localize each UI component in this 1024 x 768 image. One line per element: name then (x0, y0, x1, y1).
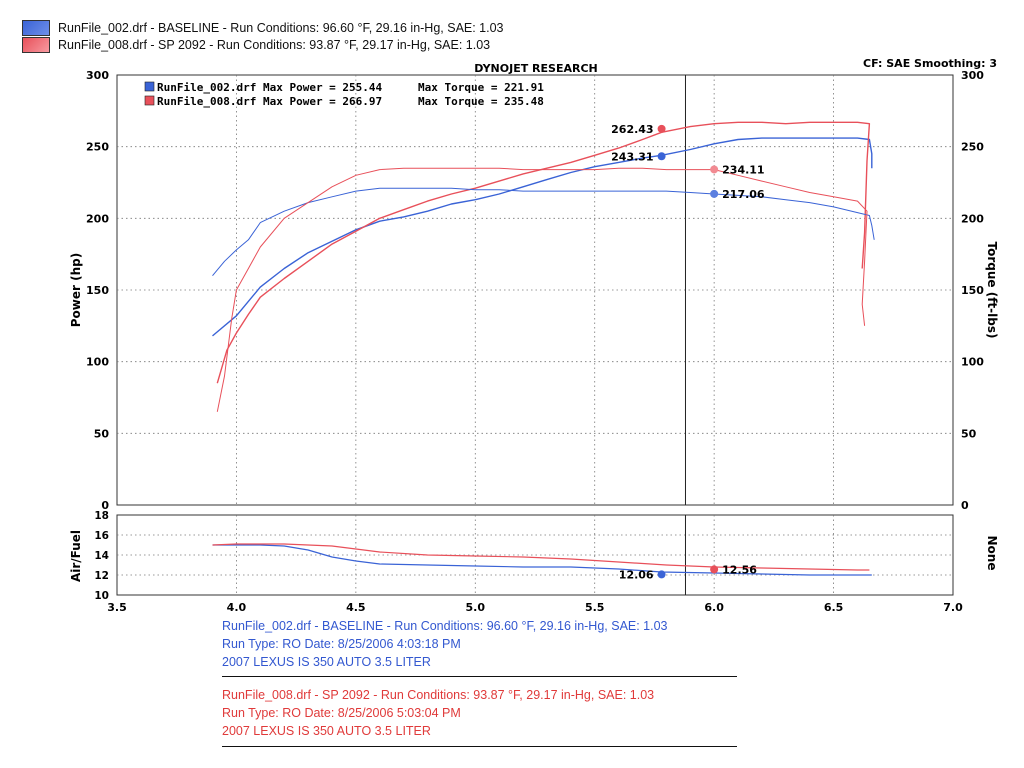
power-series-2-line (212, 187, 875, 277)
power-marker-0 (657, 124, 666, 133)
power-marker-label-0: 262.43 (611, 123, 653, 136)
y-axis-title-airfuel: Air/Fuel (69, 530, 83, 582)
airfuel-series-1-line (212, 543, 870, 571)
power-y2-tick-label: 0 (961, 499, 969, 512)
power-marker-3 (710, 189, 719, 198)
power-y-tick-label: 0 (101, 499, 109, 512)
airfuel-y-tick-label: 12 (94, 570, 109, 582)
airfuel-y-tick-label: 10 (94, 590, 109, 602)
footer-sp2092-line1: RunFile_008.drf - SP 2092 - Run Conditio… (222, 688, 655, 702)
x-tick-label: 3.5 (107, 601, 127, 614)
power-marker-label-1: 243.31 (611, 150, 653, 163)
power-y2-tick-label: 100 (961, 356, 984, 369)
power-y-tick-label: 250 (86, 141, 109, 154)
power-marker-label-3: 217.06 (722, 188, 765, 201)
power-y2-tick-label: 250 (961, 141, 984, 154)
x-tick-label: 6.5 (824, 601, 844, 614)
power-marker-1 (657, 152, 666, 161)
x-tick-label: 5.0 (466, 601, 486, 614)
x-tick-label: 7.0 (943, 601, 963, 614)
series-layer (212, 75, 875, 595)
footer-divider-2 (222, 746, 737, 747)
power-y-tick-label: 200 (86, 212, 109, 225)
airfuel-marker-label-1: 12.56 (722, 563, 757, 576)
cf-smoothing-label: CF: SAE Smoothing: 3 (863, 57, 997, 70)
marker-layer: 262.43 243.31 234.11 217.06 12.06 12.56 (611, 123, 765, 582)
legend-swatch-blue (22, 20, 50, 36)
power-y2-tick-label: 300 (961, 69, 984, 82)
power-series-3-line (216, 167, 868, 412)
max-power-sp2092: RunFile_008.drf Max Power = 266.97 (157, 95, 382, 108)
x-tick-label: 4.0 (227, 601, 247, 614)
power-series-1-line (216, 121, 871, 384)
power-y-tick-label: 150 (86, 284, 109, 297)
max-torque-baseline: Max Torque = 221.91 (418, 81, 544, 94)
chart-title: DYNOJET RESEARCH (474, 62, 597, 75)
footer-sp2092-line2: Run Type: RO Date: 8/25/2006 5:03:04 PM (222, 706, 461, 720)
power-y-tick-label: 300 (86, 69, 109, 82)
max-info-swatch-red (144, 95, 155, 106)
y2-axis-title-none: None (985, 536, 999, 571)
y2-axis-title-torque: Torque (ft-lbs) (985, 242, 999, 339)
airfuel-y-tick-label: 14 (94, 550, 109, 562)
power-panel-frame (116, 74, 954, 506)
legend-item-sp2092: RunFile_008.drf - SP 2092 - Run Conditio… (22, 37, 490, 53)
power-y-tick-label: 50 (94, 427, 110, 440)
power-y2-tick-label: 150 (961, 284, 984, 297)
x-tick-label: 4.5 (346, 601, 366, 614)
footer-baseline-line1: RunFile_002.drf - BASELINE - Run Conditi… (222, 619, 668, 633)
footer-divider-1 (222, 676, 737, 677)
legend-text-baseline: RunFile_002.drf - BASELINE - Run Conditi… (58, 21, 504, 35)
power-series-0-line (212, 137, 873, 337)
x-tick-label: 6.0 (704, 601, 724, 614)
airfuel-y-tick-label: 16 (94, 530, 109, 542)
max-torque-sp2092: Max Torque = 235.48 (418, 95, 544, 108)
power-y-tick-label: 100 (86, 356, 109, 369)
footer-run-sp2092: RunFile_008.drf - SP 2092 - Run Conditio… (222, 686, 654, 740)
footer-run-baseline: RunFile_002.drf - BASELINE - Run Conditi… (222, 617, 668, 671)
power-marker-label-2: 234.11 (722, 163, 764, 176)
airfuel-series-0-line (212, 544, 872, 576)
airfuel-marker-0 (657, 570, 666, 579)
tick-layer: 0 0 50 50 100 100 150 150 200 200 250 250 300 300 10 12… (86, 69, 984, 614)
footer-baseline-line2: Run Type: RO Date: 8/25/2006 4:03:18 PM (222, 637, 461, 651)
power-y2-tick-label: 50 (961, 427, 977, 440)
max-power-baseline: RunFile_002.drf Max Power = 255.44 (157, 81, 383, 94)
legend-item-baseline: RunFile_002.drf - BASELINE - Run Conditi… (22, 20, 504, 36)
x-tick-label: 5.5 (585, 601, 605, 614)
y-axis-title-power: Power (hp) (69, 253, 83, 327)
airfuel-panel-frame (116, 514, 954, 596)
airfuel-y-tick-label: 18 (94, 510, 109, 522)
footer-sp2092-line3: 2007 LEXUS IS 350 AUTO 3.5 LITER (222, 724, 431, 738)
power-y2-tick-label: 200 (961, 212, 984, 225)
legend-text-sp2092: RunFile_008.drf - SP 2092 - Run Conditio… (58, 38, 491, 52)
footer-baseline-line3: 2007 LEXUS IS 350 AUTO 3.5 LITER (222, 655, 431, 669)
max-info-swatch-blue (144, 81, 155, 92)
airfuel-marker-1 (710, 565, 719, 574)
power-marker-2 (710, 165, 719, 174)
legend-swatch-red (22, 37, 50, 53)
airfuel-marker-label-0: 12.06 (619, 568, 654, 581)
